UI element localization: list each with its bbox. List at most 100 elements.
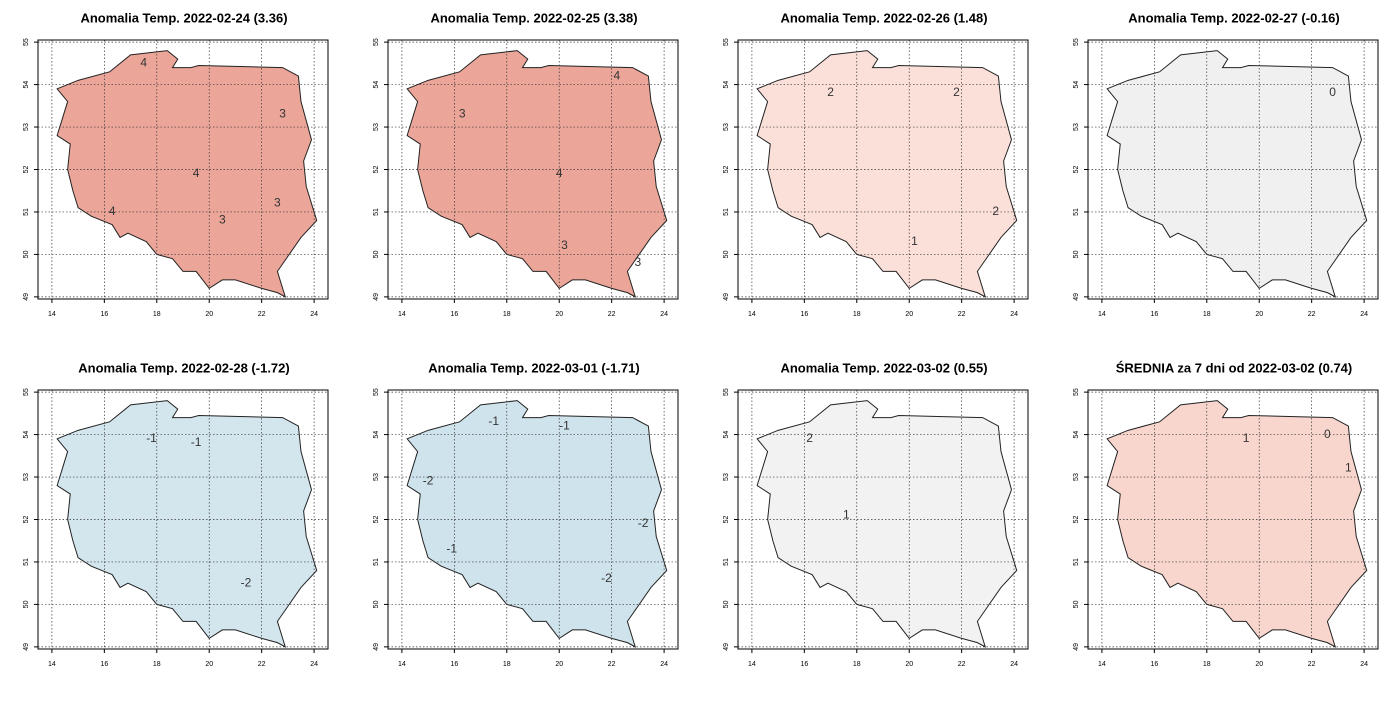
contour-label: 1 (843, 507, 850, 521)
map-title: Anomalia Temp. 2022-02-25 (3.38) (430, 10, 637, 25)
map-title: Anomalia Temp. 2022-02-26 (1.48) (780, 10, 987, 25)
contour-label: 3 (459, 106, 466, 120)
contour-label: 3 (561, 238, 568, 252)
y-tick-label: 54 (723, 431, 730, 439)
x-tick-label: 20 (205, 661, 213, 668)
y-tick-label: 54 (373, 431, 380, 439)
plot-frame (387, 389, 679, 650)
contour-label: 0 (1329, 85, 1336, 99)
x-tick-label: 16 (100, 661, 108, 668)
contour-label: -1 (446, 541, 457, 555)
contour-label: 4 (109, 204, 116, 218)
x-tick-label: 22 (258, 661, 266, 668)
y-tick-label: 50 (723, 600, 730, 608)
x-tick-label: 24 (1010, 661, 1018, 668)
x-tick-label: 14 (48, 311, 56, 318)
contour-label: 3 (219, 213, 226, 227)
map-title: Anomalia Temp. 2022-03-02 (0.55) (780, 360, 987, 375)
x-tick-label: 18 (153, 661, 161, 668)
plot-frame (37, 39, 329, 300)
x-tick-label: 24 (660, 661, 668, 668)
contour-label: 3 (635, 255, 642, 269)
contour-label: 3 (279, 106, 286, 120)
x-tick-label: 22 (258, 311, 266, 318)
x-tick-label: 20 (555, 661, 563, 668)
poland-area (1106, 400, 1368, 648)
y-tick-label: 55 (373, 38, 380, 46)
x-tick-label: 16 (1150, 311, 1158, 318)
y-tick-label: 55 (723, 388, 730, 396)
x-tick-label: 18 (503, 311, 511, 318)
x-tick-label: 24 (1360, 661, 1368, 668)
y-tick-label: 55 (723, 38, 730, 46)
y-tick-label: 51 (1073, 208, 1080, 216)
plot-frame (737, 389, 1029, 650)
contour-label: 4 (193, 166, 200, 180)
y-tick-label: 53 (723, 123, 730, 131)
x-tick-label: 14 (398, 661, 406, 668)
map-title: Anomalia Temp. 2022-02-24 (3.36) (80, 10, 287, 25)
x-tick-label: 16 (100, 311, 108, 318)
y-tick-label: 53 (373, 473, 380, 481)
y-tick-label: 52 (1073, 516, 1080, 524)
x-tick-label: 24 (1360, 311, 1368, 318)
y-tick-label: 50 (23, 600, 30, 608)
x-tick-label: 24 (310, 661, 318, 668)
x-tick-label: 20 (1255, 311, 1263, 318)
x-tick-label: 16 (800, 311, 808, 318)
x-tick-label: 14 (398, 311, 406, 318)
map-panel: ŚREDNIA za 7 dni od 2022-03-02 (0.74) 14 1… (1073, 360, 1379, 668)
contour-label: 4 (140, 56, 147, 70)
contour-label: 2 (806, 431, 813, 445)
y-tick-label: 50 (373, 600, 380, 608)
x-tick-label: 18 (1203, 661, 1211, 668)
map-panel: Anomalia Temp. 2022-02-26 (1.48) 14 16 18 20… (723, 10, 1029, 318)
plot-frame (1087, 39, 1379, 300)
contour-label: 4 (614, 68, 621, 82)
y-tick-label: 52 (373, 166, 380, 174)
y-tick-label: 50 (373, 250, 380, 258)
contour-label: 2 (827, 85, 834, 99)
y-tick-label: 53 (23, 123, 30, 131)
y-tick-label: 52 (23, 516, 30, 524)
y-tick-label: 53 (723, 473, 730, 481)
map-panel: Anomalia Temp. 2022-03-01 (-1.71) 14 16 18 2… (373, 360, 679, 668)
poland-area (406, 400, 668, 648)
poland-area (756, 400, 1018, 648)
contour-label: 2 (992, 204, 999, 218)
y-tick-label: 51 (723, 208, 730, 216)
contour-label: -2 (638, 516, 649, 530)
poland-area (56, 400, 318, 648)
y-tick-label: 55 (1073, 388, 1080, 396)
y-tick-label: 54 (723, 81, 730, 89)
x-tick-label: 18 (1203, 311, 1211, 318)
x-tick-label: 22 (1308, 311, 1316, 318)
plot-frame (387, 39, 679, 300)
contour-label: 0 (1324, 427, 1331, 441)
contour-label: 1 (1243, 431, 1250, 445)
contour-label: -1 (559, 418, 570, 432)
contour-label: -2 (241, 575, 252, 589)
y-tick-label: 49 (1073, 293, 1080, 301)
x-tick-label: 22 (608, 311, 616, 318)
x-tick-label: 14 (748, 661, 756, 668)
x-tick-label: 24 (1010, 311, 1018, 318)
y-tick-label: 51 (723, 558, 730, 566)
y-tick-label: 51 (373, 558, 380, 566)
map-panel: Anomalia Temp. 2022-02-28 (-1.72) 14 16 18 2… (23, 360, 329, 668)
y-tick-label: 51 (23, 208, 30, 216)
x-tick-label: 20 (205, 311, 213, 318)
map-panel: Anomalia Temp. 2022-02-24 (3.36) 14 16 18 20… (23, 10, 329, 318)
y-tick-label: 49 (373, 293, 380, 301)
y-tick-label: 49 (1073, 643, 1080, 651)
map-title: Anomalia Temp. 2022-02-28 (-1.72) (78, 360, 289, 375)
y-tick-label: 53 (23, 473, 30, 481)
poland-area (756, 50, 1018, 298)
y-tick-label: 49 (723, 643, 730, 651)
y-tick-label: 55 (23, 388, 30, 396)
plot-frame (737, 39, 1029, 300)
poland-area (1106, 50, 1368, 298)
y-tick-label: 50 (23, 250, 30, 258)
map-title: Anomalia Temp. 2022-02-27 (-0.16) (1128, 10, 1339, 25)
y-tick-label: 53 (1073, 473, 1080, 481)
